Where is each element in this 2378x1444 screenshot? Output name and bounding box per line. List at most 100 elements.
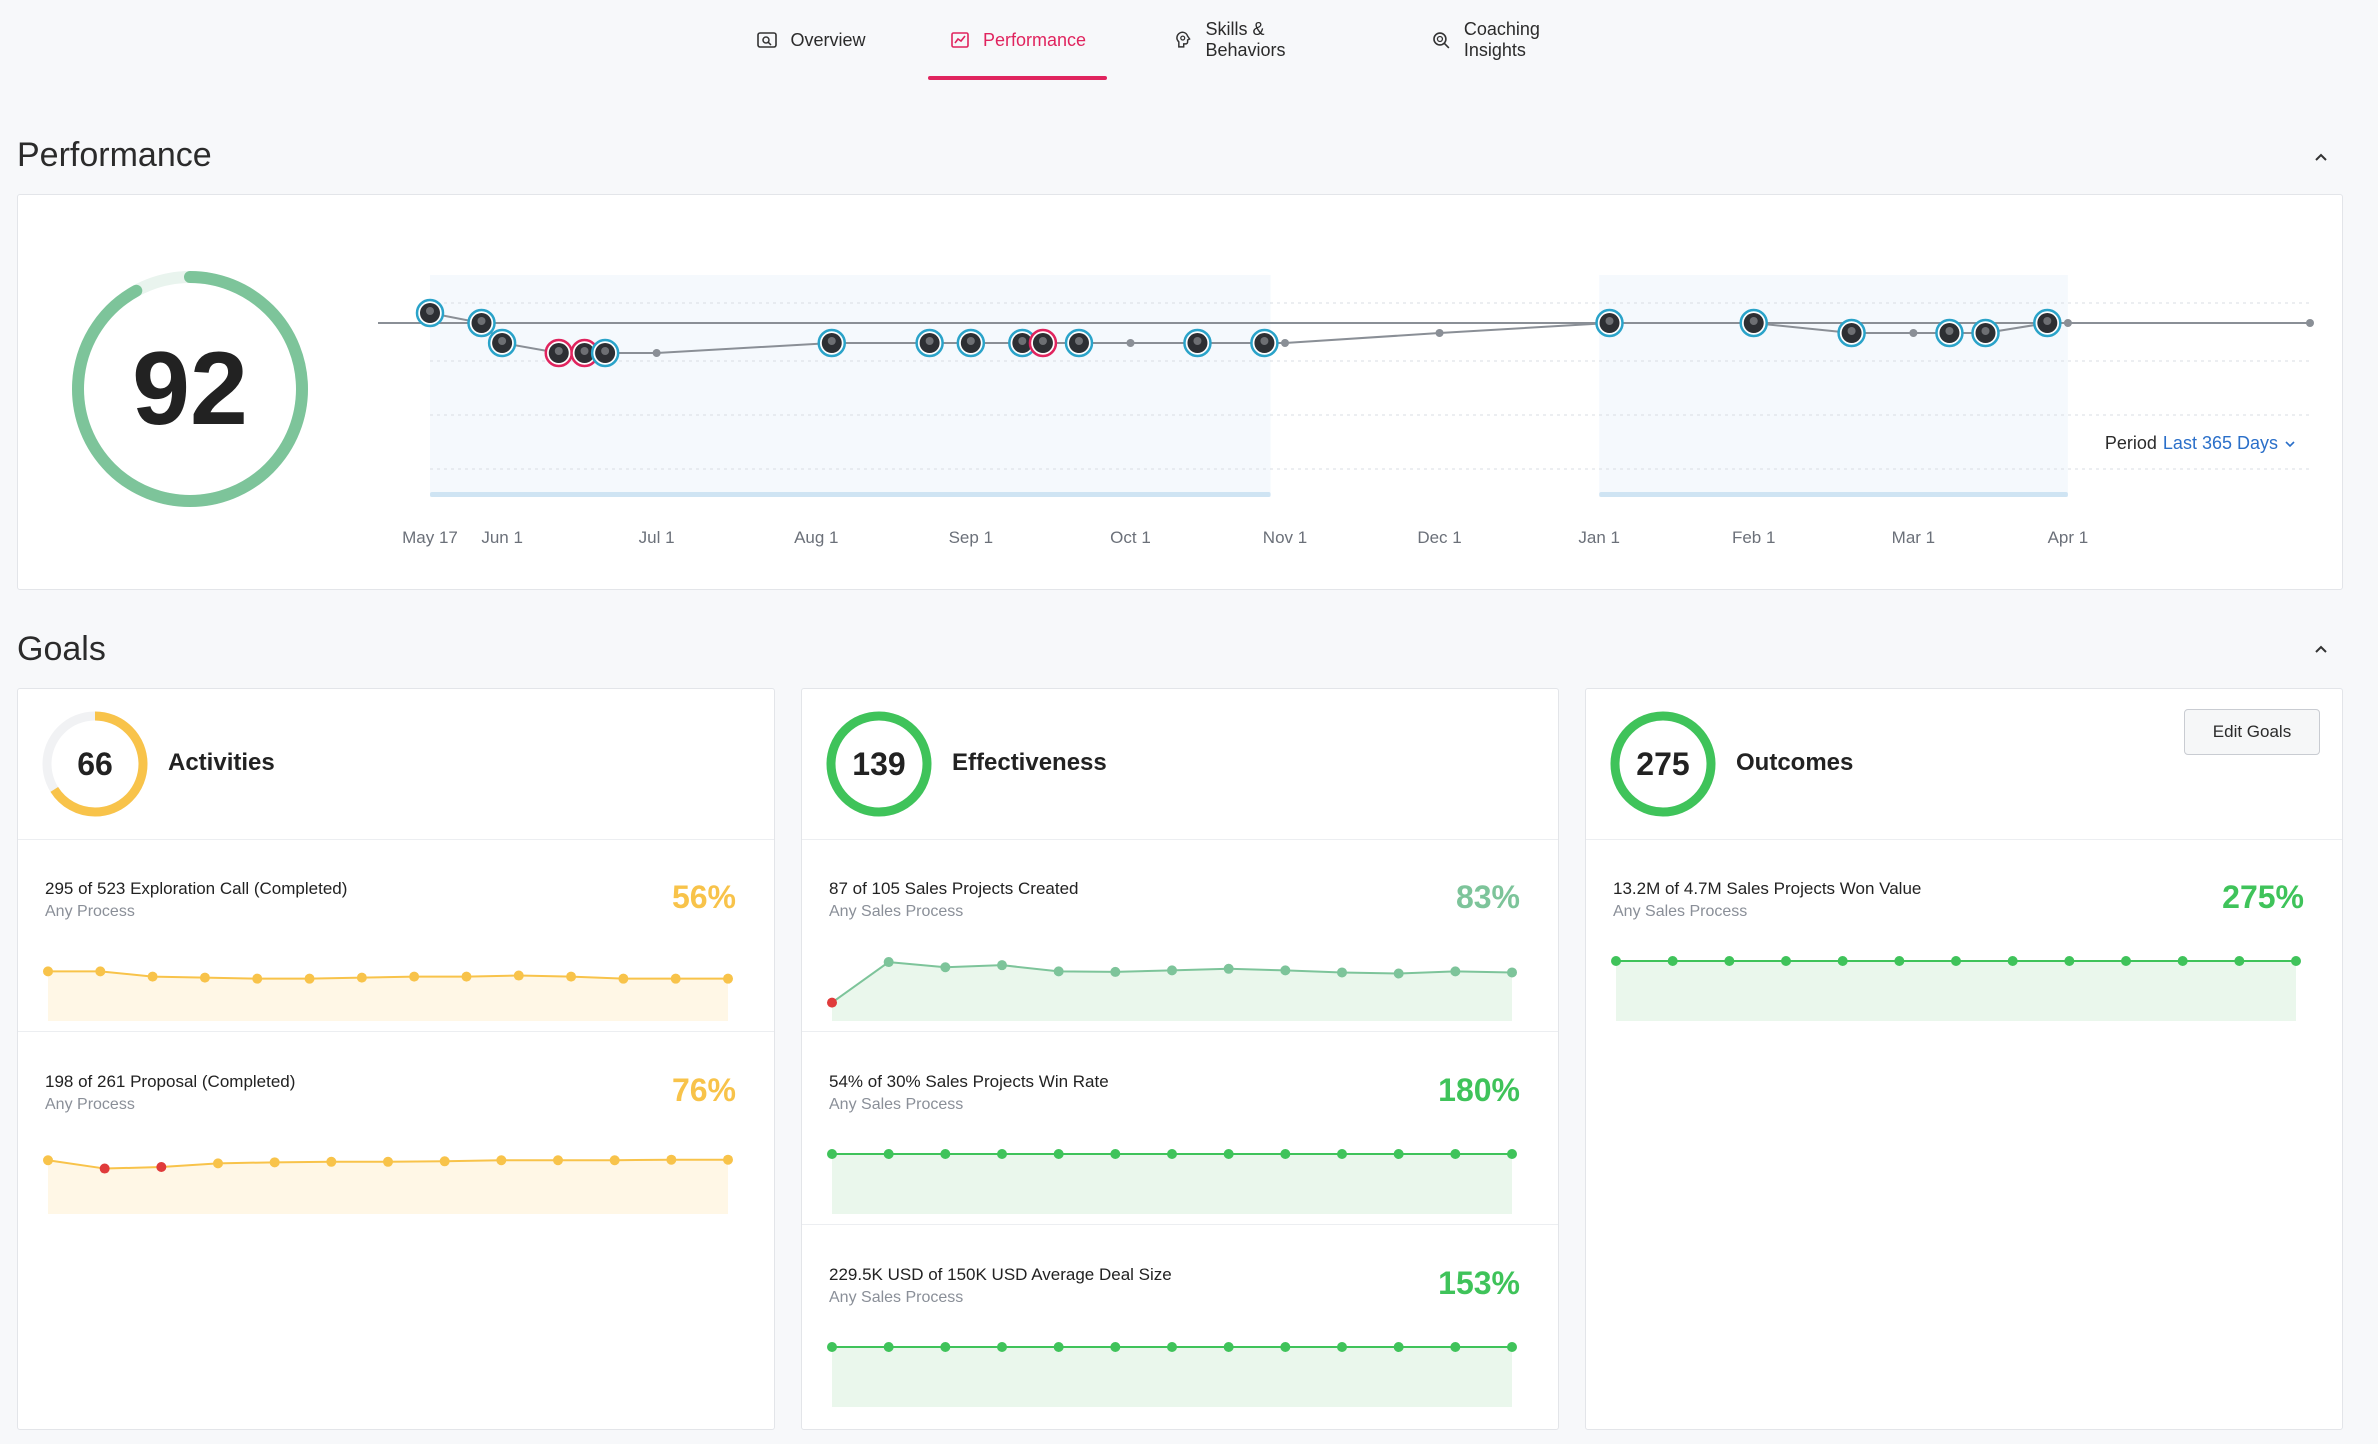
sparkline-point [997, 960, 1007, 971]
avatar-point[interactable] [1971, 318, 2000, 348]
avatar-point[interactable] [956, 328, 986, 358]
sparkline-point [1167, 1342, 1177, 1352]
sparkline-point [1667, 956, 1678, 966]
metric-percent: 56% [671, 879, 736, 915]
avatar-point[interactable] [1183, 328, 1212, 358]
performance-section-title: Performance [17, 136, 212, 174]
sparkline-point [1450, 1342, 1461, 1352]
sparkline-point [2121, 956, 2131, 966]
avatar-point[interactable] [817, 328, 847, 358]
goal-score: 275 [1636, 745, 1690, 782]
insight-icon [1433, 32, 1450, 49]
metric-title: 229.5K USD of 150K USD Average Deal Size [829, 1265, 1172, 1284]
tab-skills-behaviors[interactable]: Skills & Behaviors [1172, 0, 1346, 80]
avatar-point[interactable] [1837, 318, 1866, 348]
sparkline-point [513, 970, 524, 981]
collapse-goals-button[interactable] [2306, 634, 2336, 664]
metric-percent: 76% [671, 1072, 736, 1108]
avatar-point[interactable] [487, 328, 517, 358]
tab-overview[interactable]: Overview [756, 0, 866, 80]
avatar-point[interactable] [1595, 308, 1624, 338]
avatar-point[interactable] [1028, 328, 1058, 358]
goal-card-header: 66 Activities [18, 689, 774, 840]
sparkline-point [496, 1155, 507, 1166]
chart-icon [951, 32, 969, 48]
sparkline-point [1337, 967, 1347, 978]
sparkline-point [1337, 1342, 1347, 1352]
avatar-point[interactable] [415, 298, 445, 328]
avatar-point[interactable] [1739, 308, 1768, 338]
sparkline-point [827, 1149, 837, 1159]
sparkline-point [940, 962, 951, 973]
metric-title: 198 of 261 Proposal (Completed) [45, 1072, 296, 1091]
sparkline-point [304, 973, 315, 984]
highlight-bar [430, 492, 1271, 497]
sparkline-point [1450, 1149, 1461, 1159]
performance-timeline-chart: May 17 Jun 1 Jul 1 Aug 1 Sep 1 Oct 1 Nov 1 Dec … [378, 275, 2314, 547]
goal-score-ring [1610, 711, 1716, 817]
sparkline-point [269, 1157, 280, 1168]
goal-metric[interactable]: 229.5K USD of 150K USD Average Deal Size… [802, 1225, 1558, 1417]
goal-card-activities: 66 Activities 295 of 523 Exploration Call … [17, 688, 775, 1430]
avatar-point[interactable] [1250, 328, 1279, 358]
tab-coaching-insights[interactable]: Coaching Insights [1430, 0, 1606, 80]
performance-card: 92 Period Last 365 Days May 17 Jun 1 Jul 1… [17, 194, 2343, 590]
avatar-point[interactable] [915, 328, 944, 358]
goal-metric[interactable]: 54% of 30% Sales Projects Win Rate Any Sa… [802, 1032, 1558, 1225]
x-tick-label: Mar 1 [1892, 528, 1935, 547]
tab-label: Performance [982, 29, 1087, 50]
score-ring [72, 271, 308, 507]
metric-title: 54% of 30% Sales Projects Win Rate [829, 1072, 1109, 1091]
sparkline-point [827, 997, 837, 1008]
avatar-point[interactable] [570, 338, 599, 368]
avatar-point[interactable] [544, 338, 574, 368]
goal-metric[interactable]: 87 of 105 Sales Projects Created Any Sale… [802, 839, 1558, 1032]
sparkline-point [997, 1342, 1007, 1352]
avatar-point[interactable] [467, 308, 496, 338]
period-selector[interactable]: Period Last 365 Days [2105, 433, 2296, 454]
goal-score-ring [826, 711, 932, 817]
data-point [1126, 339, 1135, 347]
avatar-point[interactable] [1935, 318, 1964, 348]
tab-label: Coaching Insights [1463, 19, 1540, 60]
metric-title: 13.2M of 4.7M Sales Projects Won Value [1613, 879, 1922, 898]
sparkline-point [1110, 1342, 1121, 1352]
metric-percent: 83% [1455, 879, 1520, 915]
sparkline-point [2177, 956, 2188, 966]
sparkline-point [1167, 1149, 1177, 1159]
sparkline-point [723, 973, 733, 984]
goal-metric[interactable]: 198 of 261 Proposal (Completed) Any Proce… [18, 1032, 774, 1224]
sparkline-point [461, 971, 472, 982]
sparkline-point [997, 1149, 1007, 1159]
sparkline-point [553, 1155, 563, 1166]
goal-title: Effectiveness [952, 749, 1107, 776]
goal-metric[interactable]: 295 of 523 Exploration Call (Completed) A… [18, 839, 774, 1032]
avatar-point[interactable] [1064, 328, 1094, 358]
sparkline-point [1450, 966, 1461, 977]
goal-metric[interactable]: 13.2M of 4.7M Sales Projects Won Value An… [1586, 839, 2342, 1031]
sparkline-point [409, 971, 420, 982]
sparkline-point [1724, 956, 1735, 966]
metric-percent: 180% [1438, 1072, 1520, 1108]
sparkline-point [1393, 1342, 1404, 1352]
collapse-performance-button[interactable] [2306, 142, 2336, 172]
sparkline-point [723, 1154, 733, 1165]
sparkline-point [1393, 968, 1404, 979]
metric-title: 295 of 523 Exploration Call (Completed) [45, 879, 348, 898]
sparkline-point [1280, 965, 1291, 976]
x-tick-label: Jun 1 [481, 528, 523, 547]
highlight-band [430, 275, 1271, 497]
sparkline-point [618, 973, 629, 984]
data-point [1435, 329, 1444, 337]
avatar-point[interactable] [2033, 308, 2062, 338]
avatar-point[interactable] [590, 338, 620, 368]
metric-percent: 275% [2222, 879, 2304, 915]
edit-goals-button[interactable]: Edit Goals [2184, 709, 2320, 755]
metric-sparkline [1611, 956, 2301, 1021]
sparkline-point [883, 1149, 894, 1159]
sparkline-point [827, 1342, 837, 1352]
tab-performance[interactable]: Performance [928, 0, 1107, 80]
sparkline-point [940, 1342, 951, 1352]
metric-sparkline [827, 1342, 1517, 1407]
highlight-band [1599, 275, 2068, 497]
